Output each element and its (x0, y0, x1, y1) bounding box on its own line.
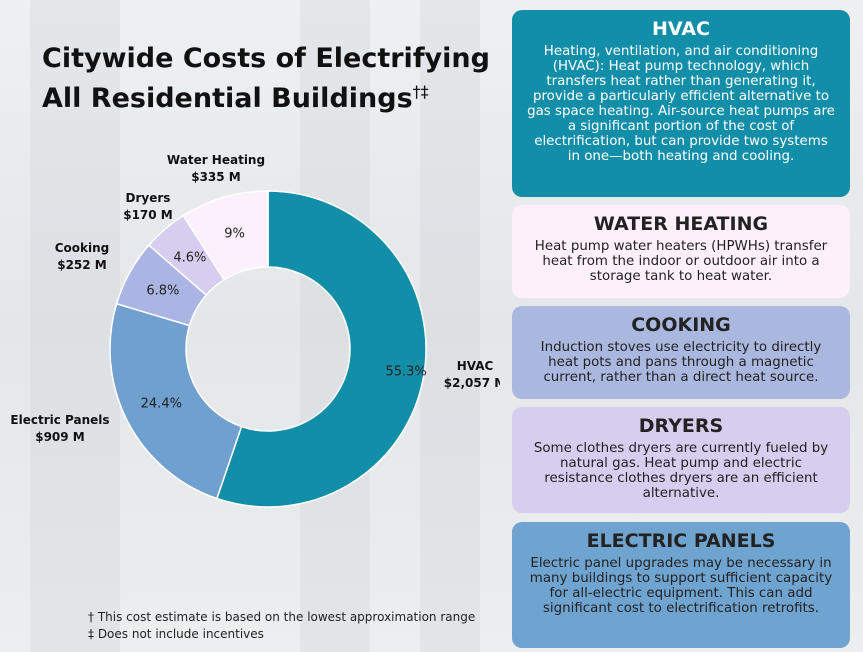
card-text: Induction stoves use electricity to dire… (526, 340, 836, 385)
card-text: Some clothes dryers are currently fueled… (526, 441, 836, 501)
amount-label: $252 M (57, 258, 107, 272)
card-title: ELECTRIC PANELS (526, 530, 836, 552)
info-card: DRYERS Some clothes dryers are currently … (512, 407, 850, 513)
info-card: COOKING Induction stoves use electricity … (512, 306, 850, 399)
card-text: Electric panel upgrades may be necessary… (526, 556, 836, 616)
amount-label: $2,057 M (444, 376, 500, 390)
infographic: Citywide Costs of Electrifying All Resid… (0, 0, 863, 652)
amount-label: $335 M (191, 170, 241, 184)
slice-label: 55.3% (385, 364, 426, 379)
footnote: ‡ Does not include incentives (88, 627, 264, 641)
amount-label: $909 M (35, 430, 85, 444)
donut-chart: 55.3% HVAC $2,057 M 24.4% Electric Panels $90… (0, 0, 500, 600)
slice-label: 24.4% (141, 396, 182, 411)
category-label: Cooking (55, 241, 110, 255)
card-text: Heating, ventilation, and air conditioni… (526, 44, 836, 164)
card-title: COOKING (526, 314, 836, 336)
category-label: Dryers (126, 191, 171, 205)
card-text: Heat pump water heaters (HPWHs) transfer… (526, 239, 836, 284)
info-card: WATER HEATING Heat pump water heaters (HP… (512, 205, 850, 298)
card-title: HVAC (526, 18, 836, 40)
info-card: HVAC Heating, ventilation, and air condit… (512, 10, 850, 197)
slice-label: 6.8% (146, 284, 179, 299)
info-card: ELECTRIC PANELS Electric panel upgrades m… (512, 522, 850, 648)
category-label: Electric Panels (10, 413, 109, 427)
slice-label: 9% (224, 226, 245, 241)
amount-label: $170 M (123, 208, 173, 222)
slice-label: 4.6% (173, 250, 206, 265)
card-title: WATER HEATING (526, 213, 836, 235)
category-label: Water Heating (167, 153, 265, 167)
footnote: † This cost estimate is based on the low… (88, 610, 475, 624)
category-label: HVAC (457, 359, 494, 373)
card-title: DRYERS (526, 415, 836, 437)
